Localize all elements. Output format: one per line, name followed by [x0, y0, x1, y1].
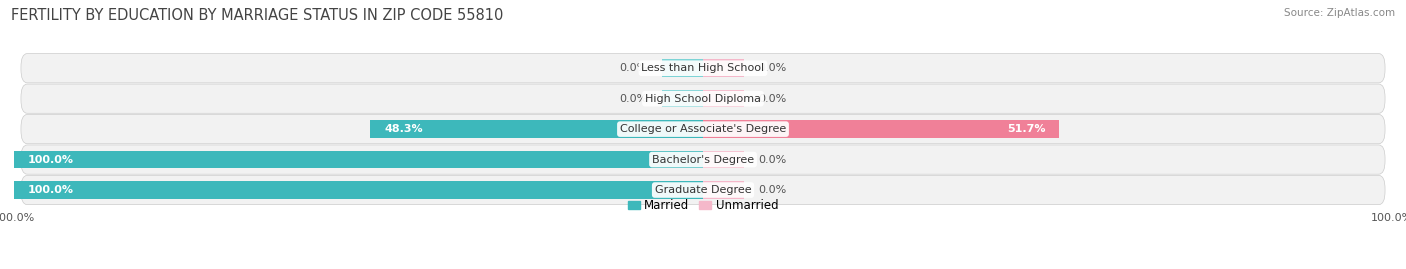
Bar — [370, 120, 703, 138]
Text: 0.0%: 0.0% — [758, 185, 786, 195]
Text: 100.0%: 100.0% — [28, 185, 75, 195]
Bar — [14, 151, 703, 168]
Text: College or Associate's Degree: College or Associate's Degree — [620, 124, 786, 134]
Bar — [662, 59, 703, 77]
Text: 100.0%: 100.0% — [28, 155, 75, 165]
Text: High School Diploma: High School Diploma — [645, 94, 761, 104]
Bar — [662, 90, 703, 108]
Text: 0.0%: 0.0% — [620, 94, 648, 104]
Bar — [703, 59, 744, 77]
Text: Graduate Degree: Graduate Degree — [655, 185, 751, 195]
FancyBboxPatch shape — [21, 175, 1385, 205]
FancyBboxPatch shape — [21, 54, 1385, 83]
Text: 0.0%: 0.0% — [758, 94, 786, 104]
Text: Less than High School: Less than High School — [641, 63, 765, 73]
Legend: Married, Unmarried: Married, Unmarried — [623, 194, 783, 217]
Text: 0.0%: 0.0% — [758, 63, 786, 73]
Text: 0.0%: 0.0% — [620, 63, 648, 73]
Text: 51.7%: 51.7% — [1007, 124, 1046, 134]
Bar — [703, 120, 1059, 138]
Bar — [703, 181, 744, 199]
FancyBboxPatch shape — [21, 84, 1385, 113]
Text: Source: ZipAtlas.com: Source: ZipAtlas.com — [1284, 8, 1395, 18]
Text: Bachelor's Degree: Bachelor's Degree — [652, 155, 754, 165]
Text: FERTILITY BY EDUCATION BY MARRIAGE STATUS IN ZIP CODE 55810: FERTILITY BY EDUCATION BY MARRIAGE STATU… — [11, 8, 503, 23]
Bar — [703, 90, 744, 108]
FancyBboxPatch shape — [21, 145, 1385, 174]
Bar — [703, 151, 744, 168]
FancyBboxPatch shape — [21, 115, 1385, 144]
Text: 0.0%: 0.0% — [758, 155, 786, 165]
Bar — [14, 181, 703, 199]
Text: 48.3%: 48.3% — [384, 124, 423, 134]
